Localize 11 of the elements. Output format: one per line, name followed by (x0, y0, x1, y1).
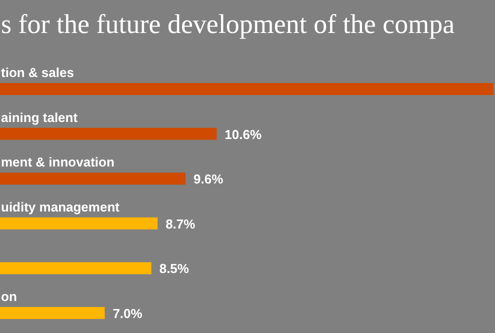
data-label: 10.6% (224, 126, 262, 142)
chart-title: s for the future development of the compa (1, 9, 455, 39)
y-tick-label: tion & sales (1, 65, 74, 80)
data-label: 9.6% (194, 172, 224, 187)
y-tick-label: on (1, 289, 17, 304)
data-label: 8.5% (159, 261, 190, 276)
y-tick-label: aining talent (1, 110, 78, 125)
data-label: 8.7% (166, 216, 196, 232)
data-label: 7.0% (112, 306, 143, 321)
y-tick-label: uidity management (1, 199, 120, 214)
y-tick-label: ment & innovation (1, 154, 114, 170)
